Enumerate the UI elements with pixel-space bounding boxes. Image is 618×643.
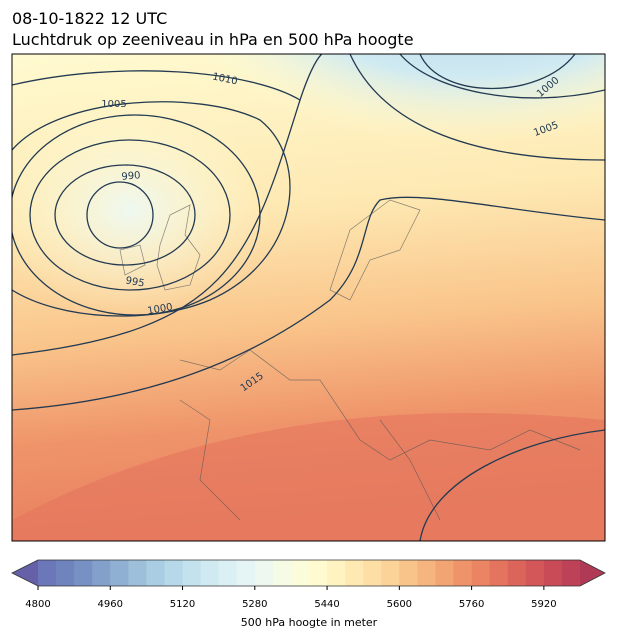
coastlines (119, 199, 581, 521)
colorbar-cell (471, 560, 491, 586)
colorbar-tick-label: 5760 (459, 599, 484, 610)
isobar-label: 995 (125, 275, 146, 289)
colorbar-cell (74, 560, 93, 586)
isobars (12, 54, 605, 541)
colorbar-label: 500 hPa hoogte in meter (241, 616, 378, 629)
colorbar-cell (38, 560, 57, 586)
cold-area (210, 54, 605, 200)
colorbar-tick-label: 5440 (314, 599, 339, 610)
colorbar-tick-label: 4960 (98, 599, 123, 610)
isobar-label: 1005 (101, 99, 126, 110)
colorbar-cell (254, 560, 274, 586)
colorbar-cell (290, 560, 310, 586)
colorbar-cell (146, 560, 165, 586)
title: 08-10-1822 12 UTC (12, 9, 167, 28)
colorbar-cell (363, 560, 382, 586)
colorbar-cell (399, 560, 418, 586)
colorbar-cell (110, 560, 129, 586)
colorbar-over (580, 560, 605, 586)
colorbar-cell (182, 560, 202, 586)
colorbar-cell (164, 560, 184, 586)
colorbar-cell (507, 560, 527, 586)
colorbar-cell (200, 560, 220, 586)
colorbar-tick-label: 5120 (170, 599, 195, 610)
colorbar-cell (435, 560, 455, 586)
isobar-label: 990 (121, 170, 141, 183)
colorbar: 4800 4960 5120 5280 5440 5600 5760 5920 500 hPa … (11, 559, 606, 629)
colorbar-cell (345, 560, 364, 586)
subtitle: Luchtdruk op zeeniveau in hPa en 500 hPa… (12, 30, 414, 49)
colorbar-cell (417, 560, 436, 586)
colorbar-cell (128, 560, 147, 586)
colorbar-tick-label: 5920 (531, 599, 556, 610)
isobar-label: 1010 (211, 71, 238, 87)
colorbar-cell (525, 560, 545, 586)
colorbar-tick-label: 4800 (25, 599, 50, 610)
colorbar-cell (381, 560, 400, 586)
colorbar-cell (489, 560, 509, 586)
colorbar-cell (561, 560, 581, 586)
colorbar-cell (56, 560, 75, 586)
colorbar-cell (218, 560, 238, 586)
colorbar-cell (236, 560, 256, 586)
colorbar-cell (327, 560, 346, 586)
colorbar-under (12, 560, 38, 586)
colorbar-cell (272, 560, 292, 586)
colorbar-tick-label: 5280 (242, 599, 267, 610)
colorbar-cell (543, 560, 563, 586)
colorbar-cell (309, 560, 328, 586)
colorbar-tick-label: 5600 (387, 599, 412, 610)
colorbar-cell (92, 560, 111, 586)
colorbar-outline (11, 559, 606, 587)
warm-band (12, 413, 605, 541)
map-frame (11, 53, 606, 542)
isobar-label: 1000 (147, 302, 174, 317)
colorbar-cell (453, 560, 473, 586)
